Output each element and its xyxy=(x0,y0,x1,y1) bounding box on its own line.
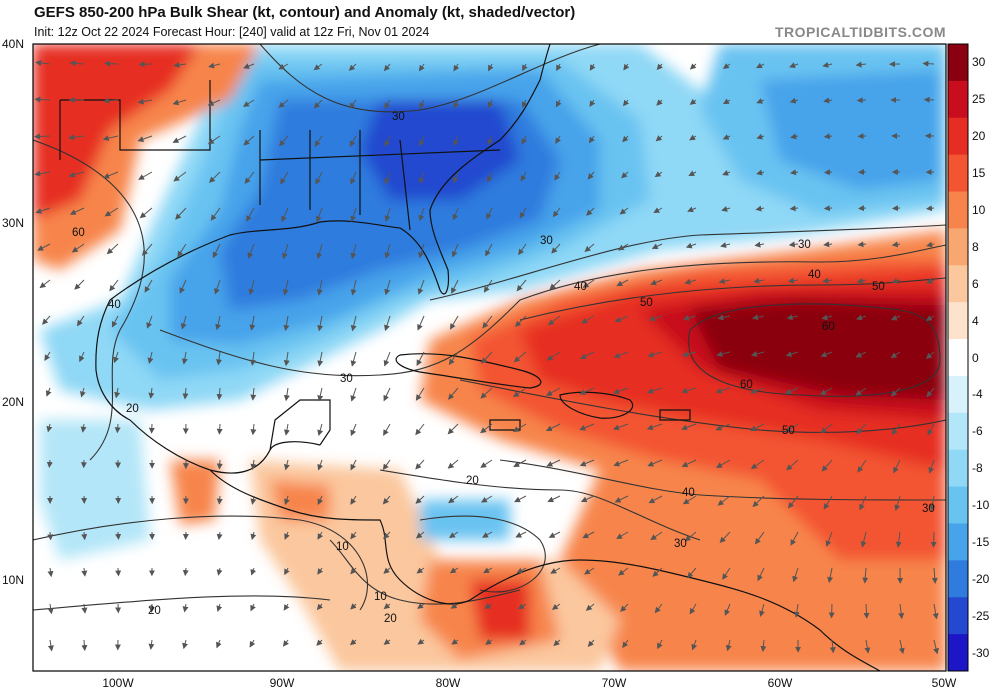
contour-label: 40 xyxy=(574,281,587,293)
wind-vector xyxy=(118,532,119,539)
colorbar-swatch xyxy=(948,560,968,597)
colorbar-swatch xyxy=(948,413,968,450)
colorbar-label: 8 xyxy=(972,240,979,254)
wind-vector xyxy=(84,532,85,539)
colorbar-label: 30 xyxy=(972,55,985,69)
colorbar-swatch xyxy=(948,339,968,376)
contour-label: 30 xyxy=(674,538,687,550)
contour-label: 20 xyxy=(384,613,397,625)
contour-label: 20 xyxy=(126,403,139,415)
wind-vector xyxy=(859,208,866,209)
colorbar-label: 15 xyxy=(972,166,985,180)
lon-label: 80W xyxy=(436,676,461,690)
colorbar-swatch xyxy=(948,487,968,524)
wind-vector xyxy=(858,100,866,101)
contour-label: 30 xyxy=(540,235,553,247)
colorbar-label: -4 xyxy=(972,387,983,401)
contour-label: 20 xyxy=(148,605,161,617)
wind-vector xyxy=(49,460,50,467)
colorbar-label: 4 xyxy=(972,314,979,328)
colorbar-label: 25 xyxy=(972,92,985,106)
contour-label: 40 xyxy=(682,487,695,499)
colorbar-label: -6 xyxy=(972,424,983,438)
wind-vector xyxy=(925,100,934,101)
wind-vector xyxy=(923,63,934,64)
colorbar xyxy=(948,44,968,672)
colorbar-label: -25 xyxy=(972,609,989,623)
lat-label: 30N xyxy=(2,216,24,230)
wind-vector xyxy=(35,136,50,137)
wind-vector xyxy=(117,424,118,432)
wind-vector xyxy=(934,532,935,547)
wind-vector xyxy=(832,604,833,618)
colorbar-swatch xyxy=(948,634,968,671)
lat-label: 10N xyxy=(2,573,24,587)
wind-vector xyxy=(105,63,118,64)
contour-label: 30 xyxy=(340,373,353,385)
colorbar-swatch xyxy=(948,228,968,265)
contour-label: 40 xyxy=(808,269,821,281)
lon-label: 100W xyxy=(102,676,133,690)
colorbar-swatch xyxy=(948,155,968,192)
shading-layer xyxy=(33,44,946,671)
wind-vector xyxy=(118,568,119,576)
contour-label: 60 xyxy=(822,321,835,333)
colorbar-label: 0 xyxy=(972,351,979,365)
colorbar-label: 10 xyxy=(972,203,985,217)
wind-vector xyxy=(219,424,220,434)
contour-label: 40 xyxy=(108,299,121,311)
contour-label: 60 xyxy=(72,227,85,239)
lon-label: 60W xyxy=(768,676,793,690)
colorbar-swatch xyxy=(948,44,968,81)
colorbar-label: 6 xyxy=(972,277,979,291)
wind-vector xyxy=(825,208,832,209)
lon-label: 70W xyxy=(602,676,627,690)
lon-label: 50W xyxy=(932,676,957,690)
colorbar-swatch xyxy=(948,81,968,118)
colorbar-label: 20 xyxy=(972,129,985,143)
colorbar-swatch xyxy=(948,192,968,229)
contour-label: 30 xyxy=(922,503,935,515)
colorbar-label: -8 xyxy=(972,461,983,475)
contour-label: 30 xyxy=(392,111,405,123)
contour-label: 60 xyxy=(740,379,753,391)
colorbar-label: -10 xyxy=(972,498,989,512)
wind-vector xyxy=(219,496,220,504)
wind-vector xyxy=(219,460,220,469)
colorbar-swatch xyxy=(948,118,968,155)
contour-label: 50 xyxy=(640,297,653,309)
contour-label: 20 xyxy=(466,475,479,487)
lat-label: 40N xyxy=(2,37,24,51)
contour-label: 50 xyxy=(782,425,795,437)
contour-label: 10 xyxy=(374,591,387,603)
wind-vector xyxy=(50,532,51,539)
colorbar-label: -15 xyxy=(972,535,989,549)
lat-label: 20N xyxy=(2,395,24,409)
contour-label: 50 xyxy=(872,281,885,293)
contour-label: 10 xyxy=(336,541,349,553)
colorbar-swatch xyxy=(948,265,968,302)
colorbar-label: -30 xyxy=(972,646,989,660)
colorbar-swatch xyxy=(948,302,968,339)
lon-label: 90W xyxy=(270,676,295,690)
wind-vector xyxy=(35,99,50,100)
colorbar-label: -20 xyxy=(972,572,989,586)
wind-vector xyxy=(893,208,900,209)
colorbar-swatch xyxy=(948,450,968,487)
colorbar-swatch xyxy=(948,376,968,413)
contour-label: 30 xyxy=(798,239,811,251)
colorbar-swatch xyxy=(948,523,968,560)
colorbar-swatch xyxy=(948,597,968,634)
wind-vector xyxy=(825,172,832,173)
